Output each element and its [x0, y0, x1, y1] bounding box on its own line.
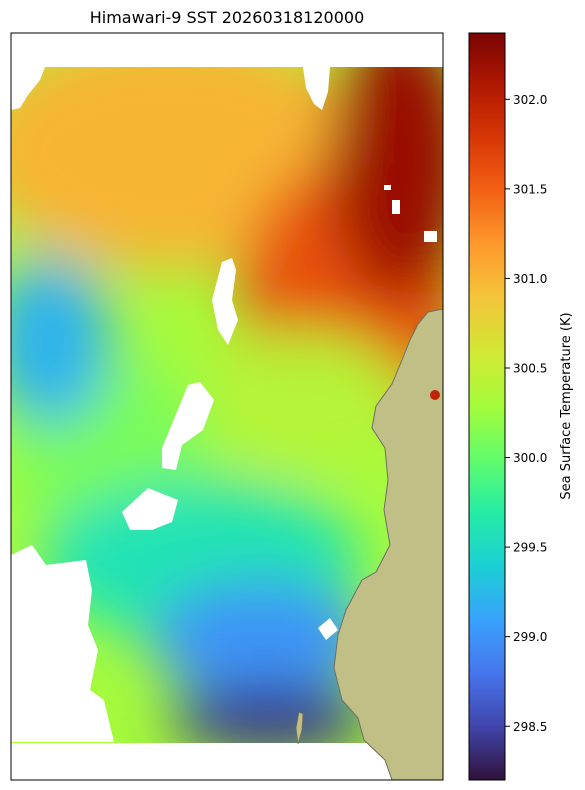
colorbar-tick-label: 299.5: [513, 541, 547, 555]
land-mass: [333, 308, 443, 780]
sst-region-far-south: [170, 685, 370, 755]
colorbar-tick-label: 301.5: [513, 182, 547, 196]
colorbar-tick-label: 300.0: [513, 451, 547, 465]
colorbar-ticks: 298.5 299.0 299.5 300.0 300.5 301.0 301.5 302.0: [505, 93, 547, 734]
colorbar-gradient: [469, 33, 505, 780]
sst-region-west-blob: [11, 255, 110, 425]
sst-region-center: [190, 330, 410, 470]
colorbar-frame: [468, 32, 506, 781]
colorbar-tick-label: 302.0: [513, 93, 547, 107]
colorbar: 298.5 299.0 299.5 300.0 300.5 301.0 301.5 302.0…: [468, 32, 574, 781]
sst-region-northeast: [330, 33, 443, 300]
map-area: [11, 33, 443, 780]
colorbar-tick-label: 301.0: [513, 272, 547, 286]
sst-field: [11, 33, 443, 755]
colorbar-label: Sea Surface Temperature (K): [559, 312, 574, 499]
colorbar-tick-label: 300.5: [513, 361, 547, 375]
coast-warm-pixel: [430, 390, 440, 400]
colorbar-tick-label: 298.5: [513, 720, 547, 734]
sst-region-south: [150, 580, 370, 700]
no-data-mask: [11, 33, 443, 780]
map-frame: [10, 32, 444, 781]
colorbar-tick-label: 299.0: [513, 630, 547, 644]
island: [295, 711, 304, 745]
chart-title: Himawari-9 SST 20260318120000: [90, 8, 365, 27]
